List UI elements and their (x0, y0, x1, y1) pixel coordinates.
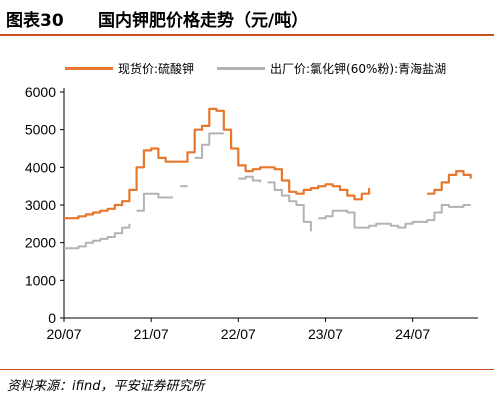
series-potassium-sulfate-line (427, 170, 472, 195)
legend-swatch-gray (217, 66, 265, 70)
series-potassium-chloride-line (318, 204, 471, 229)
series-potassium-sulfate-line (64, 107, 371, 220)
source-divider (0, 369, 494, 370)
x-tick-label: 23/07 (308, 326, 343, 342)
x-tick-label: 24/07 (395, 326, 430, 342)
y-tick-label: 5000 (25, 122, 56, 138)
y-tick-label: 2000 (25, 235, 56, 251)
y-tick-label: 6000 (25, 84, 56, 100)
figure-title-bar: 图表30 国内钾肥价格走势（元/吨） (0, 0, 494, 36)
series-potassium-chloride-line (136, 192, 173, 212)
legend-entry-potassium-sulfate: 现货价:硫酸钾 (65, 60, 194, 76)
legend-swatch-orange (65, 66, 113, 70)
series-potassium-chloride-line (64, 223, 131, 250)
x-tick-label: 21/07 (134, 326, 169, 342)
series-potassium-chloride-line (238, 175, 262, 183)
y-tick-label: 4000 (25, 159, 56, 175)
y-tick-label: 1000 (25, 272, 56, 288)
series-potassium-chloride-line (194, 132, 224, 159)
y-tick-label: 3000 (25, 197, 56, 213)
legend-entry-potassium-chloride: 出厂价:氯化钾(60%粉):青海盐湖 (217, 60, 446, 76)
legend-label-potassium-sulfate: 现货价:硫酸钾 (118, 61, 195, 76)
x-tick-label: 20/07 (46, 326, 81, 342)
y-tick-label: 0 (48, 310, 56, 326)
legend-label-potassium-chloride: 出厂价:氯化钾(60%粉):青海盐湖 (270, 61, 447, 76)
figure-title: 国内钾肥价格走势（元/吨） (98, 11, 309, 31)
x-tick-label: 22/07 (221, 326, 256, 342)
series-potassium-chloride-line (267, 181, 312, 232)
figure-number: 图表30 (6, 11, 64, 31)
source-note: 资料来源：ifind，平安证券研究所 (7, 379, 205, 394)
